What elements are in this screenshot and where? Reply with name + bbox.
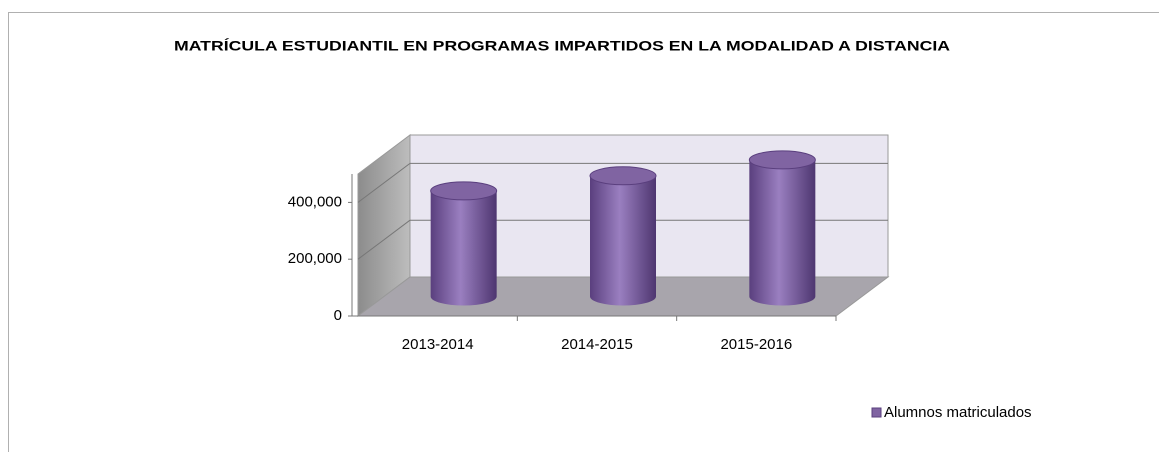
cylinder-top (748, 150, 816, 170)
y-tick-label: 0 (334, 307, 342, 324)
x-tick-label: 2014-2015 (561, 336, 633, 353)
grid-line (357, 162, 411, 203)
cylinder-top (589, 166, 657, 186)
bar (430, 181, 498, 306)
grid-line (357, 219, 411, 260)
legend-swatch (871, 407, 882, 418)
legend-label: Alumnos matriculados (884, 404, 1032, 421)
y-tick-label: 400,000 (288, 193, 342, 210)
x-tick-label: 2015-2016 (720, 336, 792, 353)
x-tick-label: 2013-2014 (402, 336, 474, 353)
cylinder-top (430, 181, 498, 201)
chart-title: MATRÍCULA ESTUDIANTIL EN PROGRAMAS IMPAR… (174, 38, 950, 54)
cylinder-body (430, 190, 497, 306)
bar (748, 150, 816, 306)
bar (589, 166, 657, 306)
cylinder-body (749, 159, 816, 306)
chart-frame (8, 12, 1159, 452)
cylinder-body (590, 175, 656, 306)
y-tick-label: 200,000 (288, 250, 342, 267)
